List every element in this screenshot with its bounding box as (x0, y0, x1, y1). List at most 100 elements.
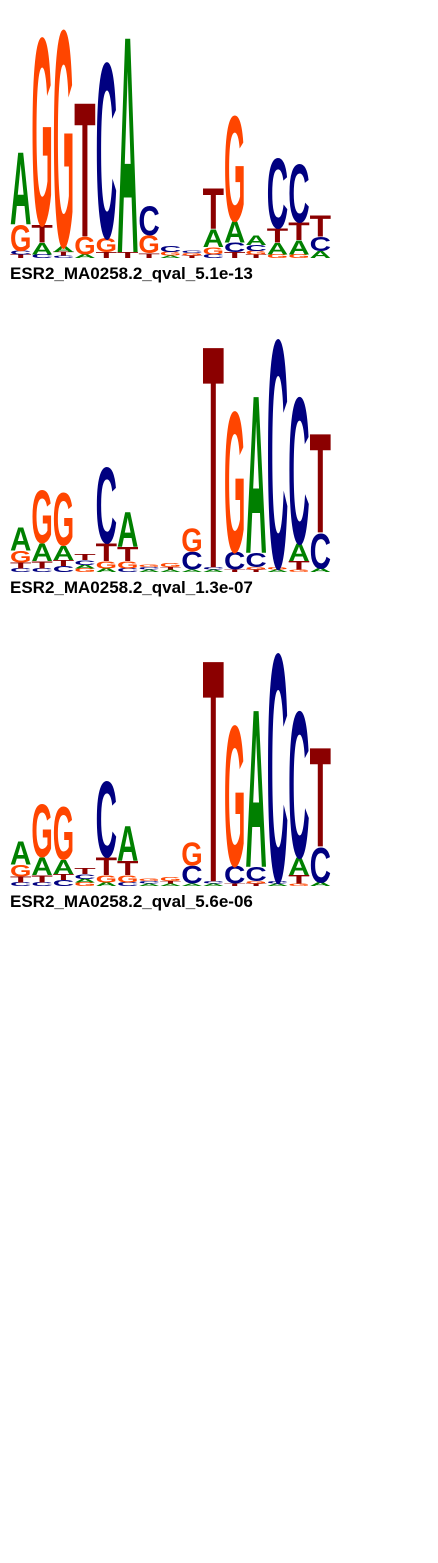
logo-letter: C (224, 547, 245, 575)
logo-letter: C (245, 549, 266, 571)
logo-letter: C (181, 547, 202, 575)
logo-letter: C (117, 568, 138, 574)
logo-letter: G (224, 85, 245, 254)
logo-letter: C (138, 881, 159, 885)
logo-letter: A (160, 255, 181, 259)
logo-letter: A (31, 539, 52, 567)
logo-letter: C (203, 254, 224, 260)
logo-letter: T (203, 280, 224, 636)
logo-letter: G (53, 791, 74, 875)
logo-letter: A (53, 542, 74, 564)
logo-letter: C (267, 138, 288, 250)
logo-letter: T (53, 559, 74, 568)
logo-letter: T (245, 883, 266, 887)
logo-letter: G (117, 873, 138, 884)
logo-letter: G (160, 251, 181, 257)
logo-letter: A (138, 883, 159, 887)
logo-letter: G (181, 521, 202, 559)
logo-letter: G (267, 567, 288, 571)
logo-letter: T (288, 218, 309, 246)
logo-letter: C (10, 882, 31, 888)
logo-letter: T (96, 539, 117, 567)
logo-letter: T (10, 254, 31, 260)
logo-letter: A (117, 0, 138, 318)
logo-letter: G (245, 881, 266, 885)
logo-letter: G (117, 559, 138, 570)
logo-letter: A (31, 853, 52, 881)
logo-letter: C (74, 873, 95, 880)
logo-letter: A (138, 569, 159, 573)
logo-letter: A (10, 834, 31, 872)
logo-letter: C (138, 567, 159, 571)
logo-letter: G (138, 878, 159, 882)
logo-letter: C (181, 861, 202, 889)
logo-letter: C (245, 863, 266, 885)
logo-letter: A (53, 245, 74, 254)
logo-caption: ESR2_MA0258.2_qval_5.1e-13 (10, 264, 253, 283)
logo-letter: C (96, 10, 117, 291)
logo-letter: G (96, 234, 117, 256)
logo-letter: G (224, 683, 245, 908)
logo-letter: C (288, 667, 309, 902)
logo-letter: G (181, 835, 202, 873)
logo-letter: T (160, 567, 181, 571)
logo-letter: A (10, 131, 31, 247)
logo-letter: A (117, 815, 138, 872)
logo-letter: T (53, 873, 74, 882)
logo-letter: A (74, 564, 95, 570)
logo-letter: G (288, 569, 309, 573)
logo-letter: T (310, 209, 331, 243)
logo-letter: G (74, 232, 95, 260)
logo-letter: C (181, 250, 202, 254)
logo-letter: A (53, 856, 74, 878)
logo-letter: G (10, 218, 31, 259)
logo-letter: C (203, 881, 224, 885)
logo-letter: C (10, 568, 31, 574)
logo-letter: T (138, 252, 159, 259)
logo-letter: G (10, 861, 31, 880)
logo-letter: C (74, 559, 95, 566)
logo-letter: A (181, 883, 202, 887)
logo-letter: T (74, 62, 95, 278)
logo-letter: G (181, 253, 202, 257)
logo-letter: C (31, 882, 52, 888)
logo-letter: T (117, 543, 138, 565)
logo-letter: C (310, 523, 331, 580)
logo-letter: T (31, 220, 52, 248)
logo-letter: A (245, 233, 266, 248)
logo-letter: G (74, 882, 95, 888)
logo-letter: A (245, 350, 266, 602)
logo-letter: T (310, 405, 331, 564)
logo-letter: A (310, 568, 331, 574)
logo-letter: G (224, 369, 245, 594)
logo-letter: C (53, 879, 74, 888)
logo-letter: G (96, 559, 117, 570)
logo-letter: A (288, 853, 309, 881)
logo-letter: A (310, 249, 331, 260)
logo-letter: G (203, 245, 224, 256)
logo-letter: G (138, 231, 159, 259)
logo-letter: A (267, 569, 288, 573)
logo-letter: T (245, 254, 266, 260)
logo-letter: G (288, 883, 309, 887)
logo-letter: A (96, 568, 117, 574)
logo-letter: T (288, 559, 309, 572)
logo-letter: T (74, 553, 95, 562)
logo-letter: C (224, 240, 245, 255)
logo-letter: A (267, 883, 288, 887)
logo-letter: A (96, 882, 117, 888)
logo-letter: A (245, 664, 266, 916)
logo-letter: A (181, 569, 202, 573)
logo-letter: T (10, 561, 31, 570)
logo-letter: A (288, 539, 309, 567)
logo-letter: T (96, 251, 117, 260)
logo-letter: T (224, 251, 245, 260)
logo-letter: T (203, 177, 224, 242)
logo-letter: A (160, 883, 181, 887)
logo-caption: ESR2_MA0258.2_qval_1.3e-07 (10, 578, 253, 597)
logo-letter: T (117, 251, 138, 260)
